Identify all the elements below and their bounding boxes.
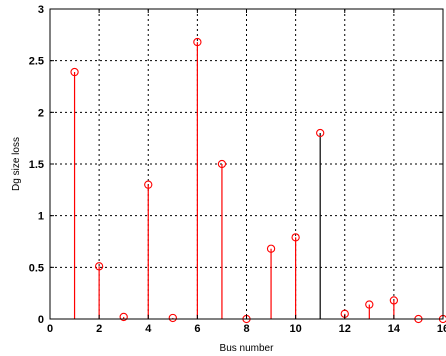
x-tick-label: 4 [145, 323, 152, 335]
stem-series [70, 37, 446, 324]
y-tick-label: 0 [38, 314, 44, 326]
x-tick-label: 2 [96, 323, 102, 335]
stem-marker [365, 300, 374, 309]
y-tick-label: 0.5 [29, 262, 44, 274]
y-tick-label: 2.5 [29, 56, 44, 68]
stem-marker [94, 262, 104, 271]
x-tick-labels: 0 2 4 6 8 10 12 14 16 [47, 323, 446, 335]
x-tick-label: 14 [388, 323, 401, 335]
y-tick-label: 2 [38, 107, 44, 119]
x-tick-label: 10 [290, 323, 302, 335]
stem-marker [168, 313, 177, 323]
stem-marker [193, 37, 202, 47]
y-tick-label: 3 [38, 4, 44, 16]
stem-marker [316, 128, 325, 138]
stem-marker [119, 312, 128, 322]
tick-marks [49, 8, 444, 320]
y-tick-labels: 0 0.5 1 1.5 2 2.5 3 [29, 4, 44, 326]
stem-marker [389, 296, 399, 305]
stem-marker [217, 159, 227, 169]
stem-marker [266, 244, 276, 253]
x-axis-title: Bus number [220, 343, 275, 354]
x-tick-label: 8 [243, 323, 249, 335]
x-tick-label: 0 [47, 323, 53, 335]
grid-lines [50, 9, 443, 319]
stem-marker [144, 180, 153, 189]
stem-marker [70, 67, 79, 77]
x-tick-label: 16 [437, 323, 446, 335]
x-tick-label: 6 [194, 323, 200, 335]
y-axis-title: Dg size loss [11, 137, 22, 191]
stem-marker [291, 233, 300, 242]
x-tick-label: 12 [339, 323, 351, 335]
y-tick-label: 1.5 [29, 159, 44, 171]
y-tick-label: 1 [38, 211, 44, 223]
